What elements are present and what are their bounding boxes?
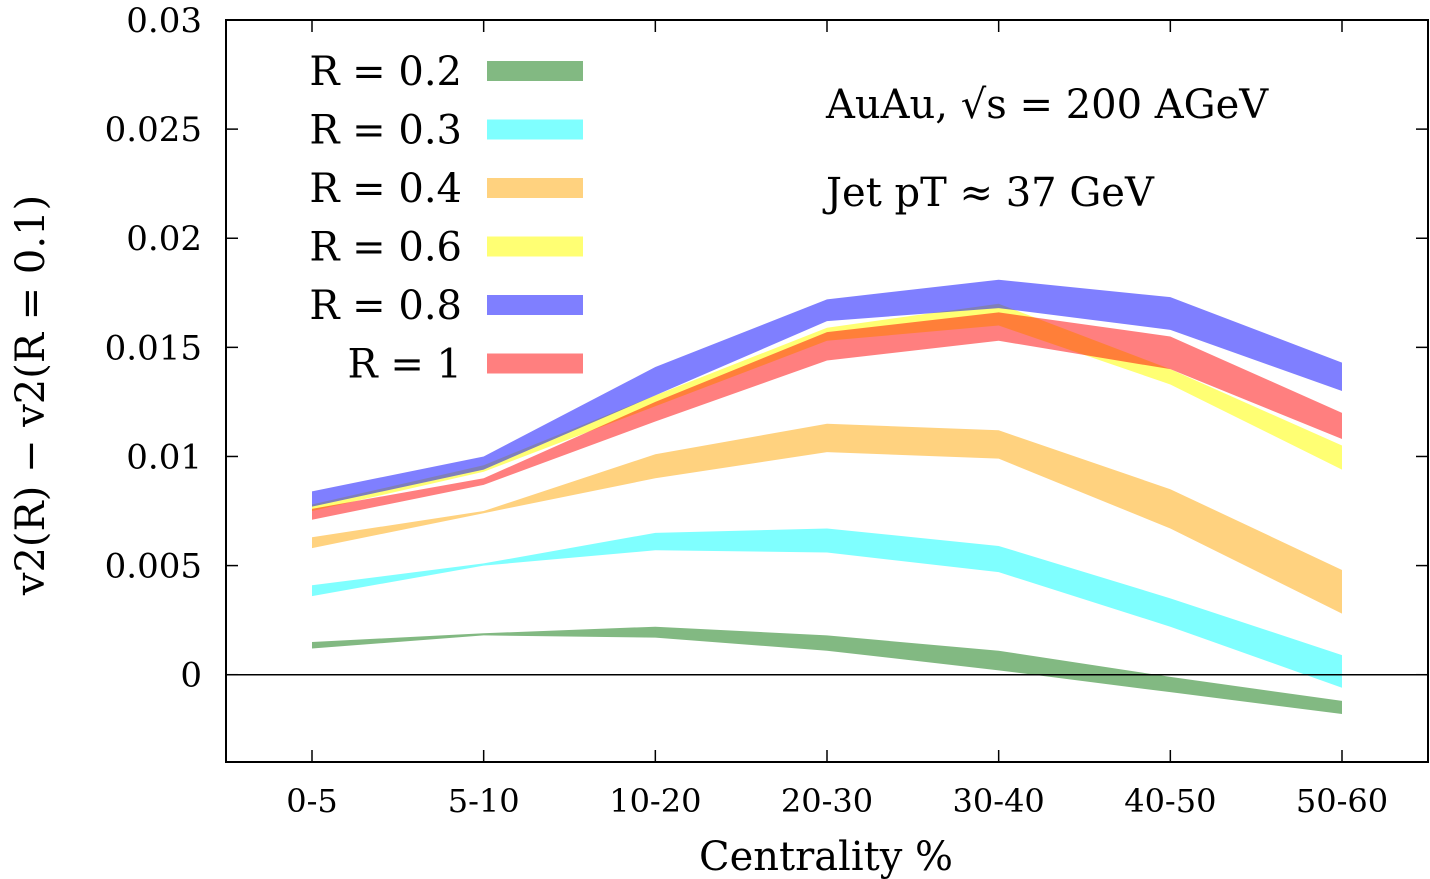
band-r-0-2 <box>312 626 1342 714</box>
x-axis-title: Centrality % <box>699 834 953 879</box>
band-r-0-3 <box>312 528 1342 688</box>
x-axis-ticks: 0-5 5-10 10-20 20-30 30-40 40-50 50-60 <box>286 20 1388 820</box>
legend-swatch <box>487 61 583 81</box>
legend-label: R = 0.4 <box>309 166 462 212</box>
series-bands <box>312 279 1342 714</box>
legend-swatch <box>487 353 583 374</box>
x-tick-label: 20-30 <box>781 782 873 820</box>
band-r-1 <box>312 312 1342 520</box>
band-r-0-4 <box>312 423 1342 614</box>
y-axis-ticks: 0 0.005 0.01 0.015 0.02 0.025 0.03 <box>105 1 1428 696</box>
legend-swatch <box>487 119 583 140</box>
x-tick-label: 50-60 <box>1296 782 1388 820</box>
y-tick-label: 0.015 <box>105 328 202 368</box>
legend: R = 0.2 R = 0.3 R = 0.4 R = 0.6 R = 0.8 R = 1 <box>309 49 583 388</box>
y-tick-label: 0.025 <box>105 110 202 150</box>
legend-label: R = 0.8 <box>309 283 462 329</box>
x-tick-label: 0-5 <box>286 782 338 820</box>
x-tick-label: 5-10 <box>448 782 520 820</box>
x-tick-label: 10-20 <box>609 782 701 820</box>
y-tick-label: 0.03 <box>126 1 202 41</box>
legend-swatch <box>487 236 583 257</box>
legend-label: R = 1 <box>347 342 462 388</box>
y-tick-label: 0.005 <box>105 547 202 587</box>
y-axis-title: v2(R) − v2(R = 0.1) <box>8 195 54 596</box>
y-tick-label: 0.02 <box>126 219 202 259</box>
y-tick-label: 0.01 <box>126 437 202 477</box>
band-r-0-8 <box>312 279 1342 507</box>
annotation-jet-pt: Jet pT ≈ 37 GeV <box>822 170 1155 216</box>
y-tick-label: 0 <box>180 656 202 696</box>
x-tick-label: 40-50 <box>1124 782 1216 820</box>
x-tick-label: 30-40 <box>953 782 1045 820</box>
legend-swatch <box>487 295 583 315</box>
annotation-collision: AuAu, √s = 200 AGeV <box>825 82 1269 128</box>
legend-swatch <box>487 178 583 198</box>
legend-label: R = 0.6 <box>309 225 462 271</box>
legend-label: R = 0.3 <box>309 108 462 154</box>
legend-label: R = 0.2 <box>309 49 462 95</box>
